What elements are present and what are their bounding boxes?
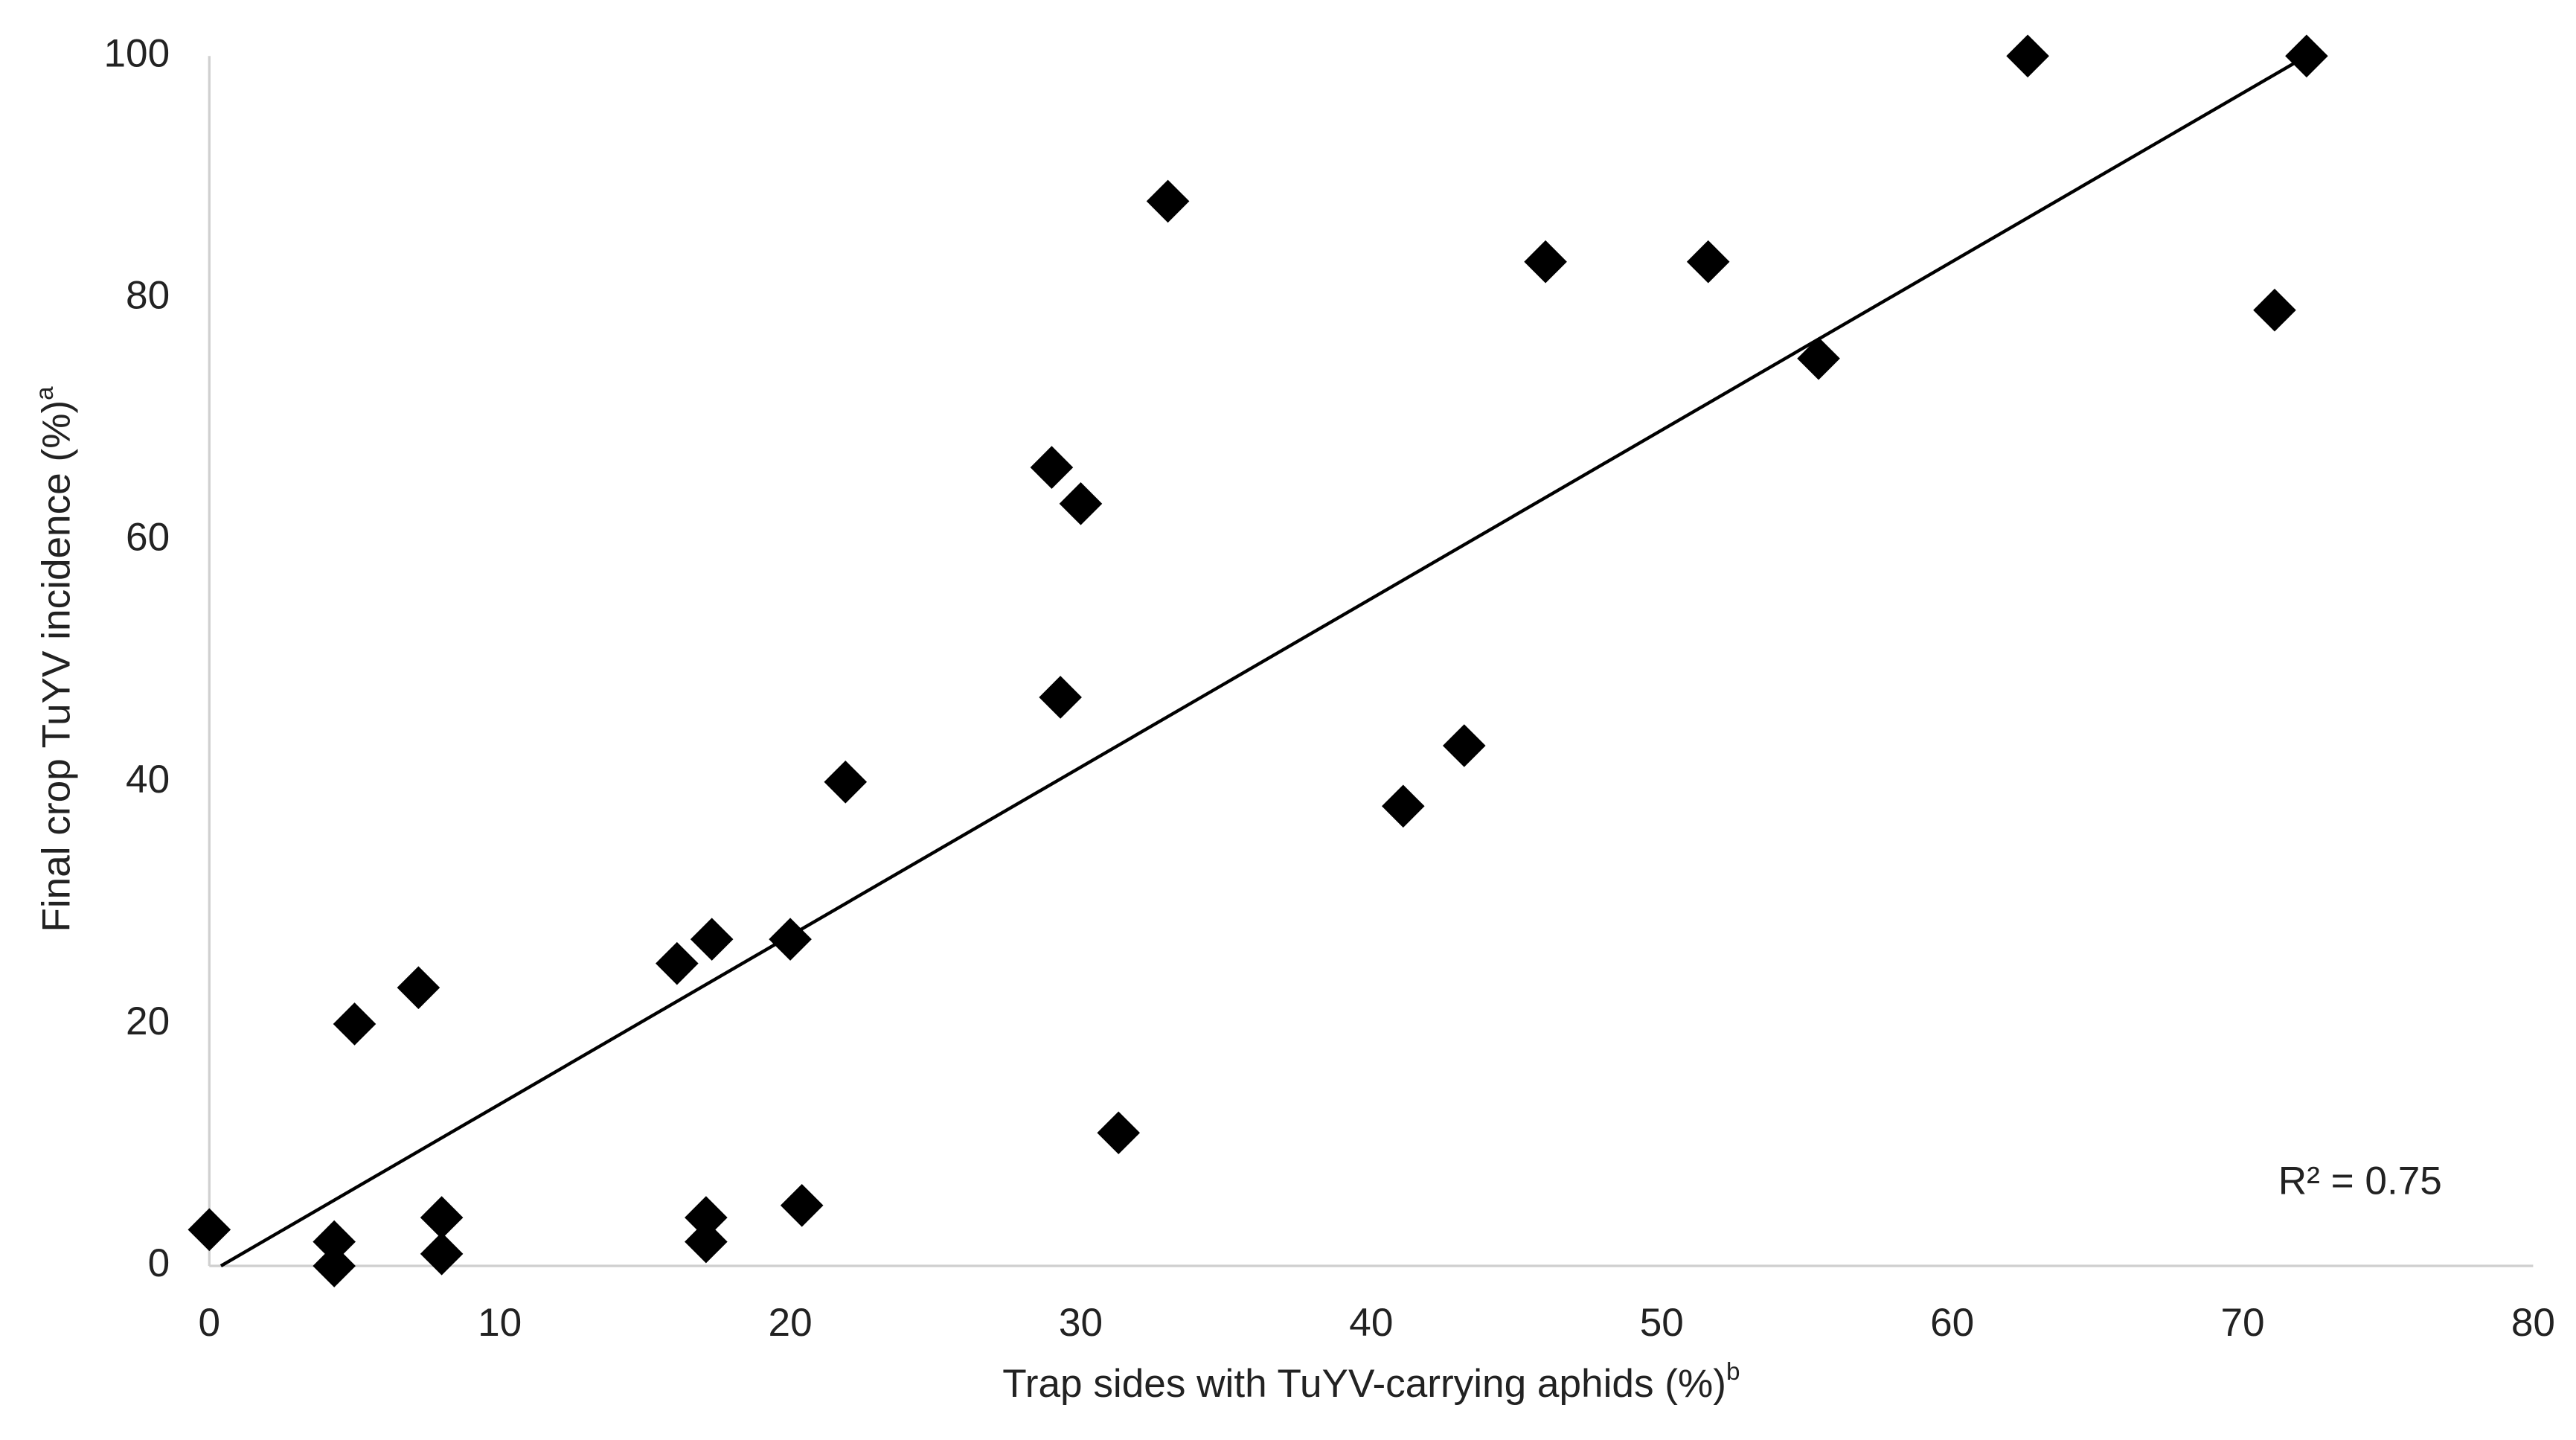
- x-axis-title-text: Trap sides with TuYV-carrying aphids (%): [1002, 1362, 1726, 1406]
- point: [690, 918, 734, 961]
- y-axis-title-note: a: [31, 386, 59, 400]
- point: [333, 1002, 377, 1046]
- y-tick-label: 40: [126, 758, 170, 801]
- point: [1382, 784, 1425, 828]
- x-tick-label: 30: [1059, 1301, 1103, 1345]
- point: [1097, 1111, 1141, 1155]
- x-tick-label: 80: [2511, 1301, 2555, 1345]
- point: [1797, 336, 1840, 380]
- point: [313, 1220, 356, 1264]
- point: [1030, 446, 1074, 489]
- point: [769, 918, 812, 961]
- y-tick-label: 80: [126, 274, 170, 318]
- y-tick-label: 20: [126, 999, 170, 1043]
- x-axis-title-note: b: [1726, 1358, 1740, 1386]
- point: [685, 1220, 728, 1264]
- point: [2285, 34, 2328, 78]
- point: [1146, 179, 1190, 223]
- point: [313, 1244, 356, 1287]
- y-tick-label: 60: [126, 516, 170, 560]
- x-tick-label: 20: [769, 1301, 813, 1345]
- point: [780, 1184, 824, 1227]
- point: [824, 760, 868, 804]
- point: [1524, 240, 1567, 284]
- x-tick-label: 50: [1640, 1301, 1684, 1345]
- x-axis-title: Trap sides with TuYV-carrying aphids (%)…: [1002, 1358, 1740, 1406]
- point: [2253, 288, 2296, 332]
- x-tick-label: 40: [1349, 1301, 1393, 1345]
- point: [420, 1232, 464, 1276]
- x-tick-label: 10: [478, 1301, 522, 1345]
- point: [1039, 676, 1082, 719]
- x-tick-label: 0: [199, 1301, 221, 1345]
- point: [685, 1196, 728, 1239]
- x-tick-label: 70: [2220, 1301, 2264, 1345]
- point: [1686, 240, 1730, 284]
- point: [1059, 482, 1103, 525]
- y-tick-label: 0: [148, 1241, 170, 1285]
- y-tick-label: 100: [103, 31, 170, 75]
- point: [2006, 34, 2049, 78]
- point: [656, 941, 699, 985]
- y-axis-title-text: Final crop TuYV incidence (%): [35, 400, 79, 932]
- point: [1442, 724, 1486, 767]
- point: [188, 1208, 231, 1252]
- point: [397, 966, 440, 1009]
- x-tick-label: 60: [1930, 1301, 1974, 1345]
- y-axis-title: Final crop TuYV incidence (%)a: [31, 386, 79, 932]
- trendline: [220, 54, 2308, 1268]
- r-squared-annotation: R² = 0.75: [2278, 1159, 2442, 1203]
